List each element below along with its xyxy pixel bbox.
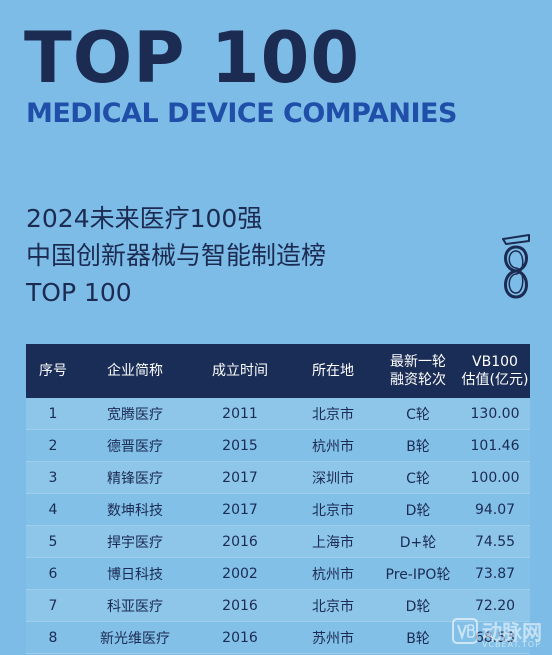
cell-valuation: 130.00 (460, 398, 530, 430)
table-row: 2 德晋医疗 2015 杭州市 B轮 101.46 (26, 429, 530, 462)
table-row: 4 数坤科技 2017 北京市 D轮 94.07 (26, 493, 530, 526)
cell-funding-round: D+轮 (376, 525, 460, 558)
header-location: 所在地 (290, 344, 376, 398)
cell-company: 科亚医疗 (80, 589, 190, 622)
cell-valuation: 74.55 (460, 525, 530, 558)
table-row: 3 精锋医疗 2017 深圳市 C轮 100.00 (26, 461, 530, 494)
cell-company: 新光维医疗 (80, 621, 190, 654)
cell-funding-round: D轮 (376, 589, 460, 622)
headline-line-1: 2024未来医疗100强 (26, 204, 263, 233)
header-rank: 序号 (26, 344, 80, 398)
cell-rank: 8 (26, 621, 80, 654)
headline-line-3: TOP 100 (26, 278, 132, 307)
cell-location: 北京市 (290, 493, 376, 526)
table-row: 8 新光维医疗 2016 苏州市 B轮 68.53 (26, 621, 530, 654)
cell-valuation: 94.07 (460, 493, 530, 526)
hero-title: TOP 100 (24, 17, 361, 99)
cell-funding-round: Pre-IPO轮 (376, 557, 460, 590)
cell-funding-round: D轮 (376, 493, 460, 526)
cell-valuation: 68.53 (460, 621, 530, 654)
ranking-table: 序号 企业简称 成立时间 所在地 最新一轮 融资轮次 VB100 估值(亿元) 1 … (26, 344, 530, 655)
cell-rank: 2 (26, 429, 80, 462)
hero-subtitle: MEDICAL DEVICE COMPANIES (26, 98, 457, 129)
cell-founded: 2016 (190, 621, 290, 654)
cell-founded: 2015 (190, 429, 290, 462)
header-company: 企业简称 (80, 344, 190, 398)
cell-rank: 3 (26, 461, 80, 494)
cell-company: 捍宇医疗 (80, 525, 190, 558)
cell-company: 博日科技 (80, 557, 190, 590)
cell-founded: 2002 (190, 557, 290, 590)
ranking-headline: 2024未来医疗100强 中国创新器械与智能制造榜 TOP 100 (26, 200, 326, 311)
cell-company: 数坤科技 (80, 493, 190, 526)
cell-rank: 5 (26, 525, 80, 558)
cell-rank: 6 (26, 557, 80, 590)
cell-founded: 2016 (190, 589, 290, 622)
cell-founded: 2011 (190, 398, 290, 430)
header-founded: 成立时间 (190, 344, 290, 398)
cell-founded: 2017 (190, 461, 290, 494)
watermark-text: 动脉网 (482, 620, 542, 644)
watermark: 动脉网 VCBEAT.TOP (452, 616, 548, 652)
cell-company: 宽腾医疗 (80, 398, 190, 430)
cell-location: 杭州市 (290, 429, 376, 462)
table-row: 1 宽腾医疗 2011 北京市 C轮 130.00 (26, 398, 530, 430)
watermark-url: VCBEAT.TOP (482, 640, 541, 649)
cell-location: 深圳市 (290, 461, 376, 494)
infinity-8-icon (502, 234, 530, 299)
headline-line-2: 中国创新器械与智能制造榜 (26, 241, 327, 270)
cell-rank: 7 (26, 589, 80, 622)
table-row: 5 捍宇医疗 2016 上海市 D+轮 74.55 (26, 525, 530, 558)
table-row: 7 科亚医疗 2016 北京市 D轮 72.20 (26, 589, 530, 622)
header-funding-round: 最新一轮 融资轮次 (376, 344, 460, 398)
cell-funding-round: C轮 (376, 461, 460, 494)
cell-valuation: 72.20 (460, 589, 530, 622)
cell-location: 北京市 (290, 589, 376, 622)
cell-founded: 2017 (190, 493, 290, 526)
header-valuation: VB100 估值(亿元) (460, 344, 530, 398)
table-header-row: 序号 企业简称 成立时间 所在地 最新一轮 融资轮次 VB100 估值(亿元) (26, 344, 530, 398)
cell-funding-round: C轮 (376, 398, 460, 430)
cell-company: 德晋医疗 (80, 429, 190, 462)
cell-rank: 1 (26, 398, 80, 430)
cell-company: 精锋医疗 (80, 461, 190, 494)
cell-valuation: 73.87 (460, 557, 530, 590)
table-row: 6 博日科技 2002 杭州市 Pre-IPO轮 73.87 (26, 557, 530, 590)
cell-funding-round: B轮 (376, 429, 460, 462)
cell-location: 苏州市 (290, 621, 376, 654)
cell-location: 杭州市 (290, 557, 376, 590)
cell-funding-round: B轮 (376, 621, 460, 654)
cell-rank: 4 (26, 493, 80, 526)
cell-location: 北京市 (290, 398, 376, 430)
cell-valuation: 101.46 (460, 429, 530, 462)
cell-valuation: 100.00 (460, 461, 530, 494)
cell-location: 上海市 (290, 525, 376, 558)
cell-founded: 2016 (190, 525, 290, 558)
vb-logo-icon (452, 618, 478, 644)
